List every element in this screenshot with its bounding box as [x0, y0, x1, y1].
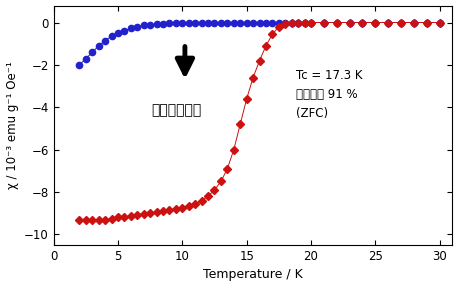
- Text: 高温アニール: 高温アニール: [151, 103, 201, 117]
- Y-axis label: χ / 10⁻³ emu g⁻¹ Oe⁻¹: χ / 10⁻³ emu g⁻¹ Oe⁻¹: [5, 61, 19, 189]
- Text: Tc = 17.3 K
体積分率 91 %
(ZFC): Tc = 17.3 K 体積分率 91 % (ZFC): [295, 69, 362, 120]
- X-axis label: Temperature / K: Temperature / K: [203, 268, 303, 282]
